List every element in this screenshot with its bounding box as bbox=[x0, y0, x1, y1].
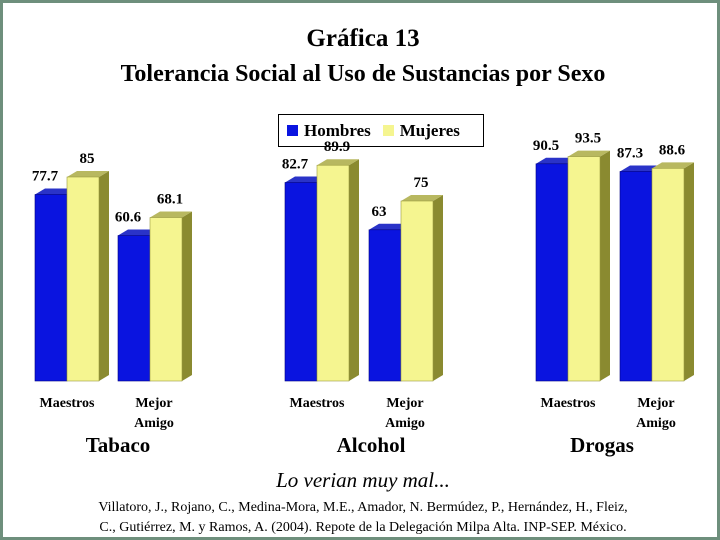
bar-side-drogas-0-mujeres bbox=[600, 150, 610, 381]
legend-item-hombres: Hombres bbox=[287, 121, 371, 141]
data-label-alcohol-1-mujeres: 75 bbox=[414, 175, 429, 191]
bar-alcohol-1-hombres bbox=[368, 229, 402, 382]
bar-top-alcohol-0-mujeres bbox=[317, 159, 359, 166]
bar-top-drogas-1-mujeres bbox=[652, 162, 694, 169]
legend-label-hombres: Hombres bbox=[304, 120, 371, 140]
source-citation: Villatoro, J., Rojano, C., Medina-Mora, … bbox=[33, 498, 693, 538]
legend: Hombres Mujeres bbox=[278, 114, 484, 147]
data-label-tabaco-1-hombres: 60.6 bbox=[115, 210, 142, 226]
category-label-alcohol-0-0: Maestros bbox=[290, 396, 345, 411]
bar-top-alcohol-1-hombres bbox=[369, 223, 411, 230]
chart-annotation: Lo verian muy mal... bbox=[276, 468, 450, 492]
chart-title: Gráfica 13 bbox=[306, 25, 420, 52]
bar-drogas-0-mujeres bbox=[567, 156, 601, 382]
bar-top-drogas-0-mujeres bbox=[568, 150, 610, 157]
bar-top-drogas-1-hombres bbox=[620, 165, 662, 172]
category-label-drogas-0-0: Maestros bbox=[541, 396, 596, 411]
legend-item-mujeres: Mujeres bbox=[382, 120, 460, 141]
legend-swatch-hombres bbox=[287, 125, 298, 136]
data-label-drogas-1-mujeres: 88.6 bbox=[659, 142, 686, 158]
bar-tabaco-1-mujeres bbox=[149, 217, 183, 382]
category-label-tabaco-1-1: Amigo bbox=[134, 416, 174, 431]
bar-side-alcohol-0-mujeres bbox=[349, 159, 359, 381]
bar-alcohol-1-mujeres bbox=[400, 200, 434, 382]
bar-chart: 77.7 85 Maestros 60.6 68.1 Mejor Amigo 82.7 89.9… bbox=[32, 131, 694, 431]
data-label-drogas-0-mujeres: 93.5 bbox=[575, 131, 601, 147]
group-label-tabaco: Tabaco bbox=[85, 433, 151, 457]
bar-drogas-1-hombres bbox=[619, 171, 653, 382]
data-label-alcohol-0-hombres: 82.7 bbox=[282, 157, 309, 173]
bar-top-drogas-0-hombres bbox=[536, 157, 578, 164]
bar-tabaco-0-mujeres bbox=[66, 176, 100, 382]
category-label-tabaco-1-0: Mejor bbox=[135, 396, 172, 411]
chart-subtitle: Tolerancia Social al Uso de Sustancias p… bbox=[120, 61, 606, 87]
data-label-tabaco-1-mujeres: 68.1 bbox=[157, 192, 183, 208]
category-label-drogas-1-0: Mejor bbox=[637, 396, 674, 411]
bar-top-tabaco-1-hombres bbox=[118, 229, 160, 236]
group-label-alcohol: Alcohol bbox=[336, 433, 406, 457]
category-label-alcohol-1-0: Mejor bbox=[386, 396, 423, 411]
category-label-alcohol-1-1: Amigo bbox=[385, 416, 425, 431]
bar-side-tabaco-0-mujeres bbox=[99, 171, 109, 381]
data-label-alcohol-0-mujeres: 89.9 bbox=[324, 139, 350, 155]
bar-tabaco-0-hombres bbox=[34, 194, 68, 382]
data-label-alcohol-1-hombres: 63 bbox=[372, 204, 387, 220]
bar-drogas-1-mujeres bbox=[651, 168, 685, 382]
bar-side-drogas-1-mujeres bbox=[684, 162, 694, 381]
bar-top-tabaco-1-mujeres bbox=[150, 211, 192, 218]
source-line-2: C., Gutiérrez, M. y Ramos, A. (2004). Re… bbox=[99, 520, 627, 535]
legend-swatch-mujeres bbox=[382, 125, 394, 136]
bar-alcohol-0-hombres bbox=[284, 182, 318, 382]
bar-alcohol-0-mujeres bbox=[316, 164, 350, 382]
data-label-drogas-0-hombres: 90.5 bbox=[533, 138, 559, 154]
data-label-tabaco-0-mujeres: 85 bbox=[80, 151, 95, 167]
data-label-tabaco-0-hombres: 77.7 bbox=[32, 169, 59, 185]
legend-label-mujeres: Mujeres bbox=[399, 120, 460, 140]
source-line-1: Villatoro, J., Rojano, C., Medina-Mora, … bbox=[98, 500, 628, 515]
bar-side-alcohol-1-mujeres bbox=[433, 195, 443, 381]
bar-top-alcohol-0-hombres bbox=[285, 176, 327, 183]
category-label-drogas-1-1: Amigo bbox=[636, 416, 676, 431]
bar-drogas-0-hombres bbox=[535, 163, 569, 382]
bar-tabaco-1-hombres bbox=[117, 235, 151, 382]
bar-top-tabaco-0-hombres bbox=[35, 188, 77, 195]
bar-top-tabaco-0-mujeres bbox=[67, 171, 109, 177]
group-label-drogas: Drogas bbox=[570, 433, 634, 457]
bar-side-tabaco-1-mujeres bbox=[182, 211, 192, 381]
data-label-drogas-1-hombres: 87.3 bbox=[617, 145, 643, 161]
category-label-tabaco-0-0: Maestros bbox=[40, 396, 95, 411]
bar-top-alcohol-1-mujeres bbox=[401, 195, 443, 201]
